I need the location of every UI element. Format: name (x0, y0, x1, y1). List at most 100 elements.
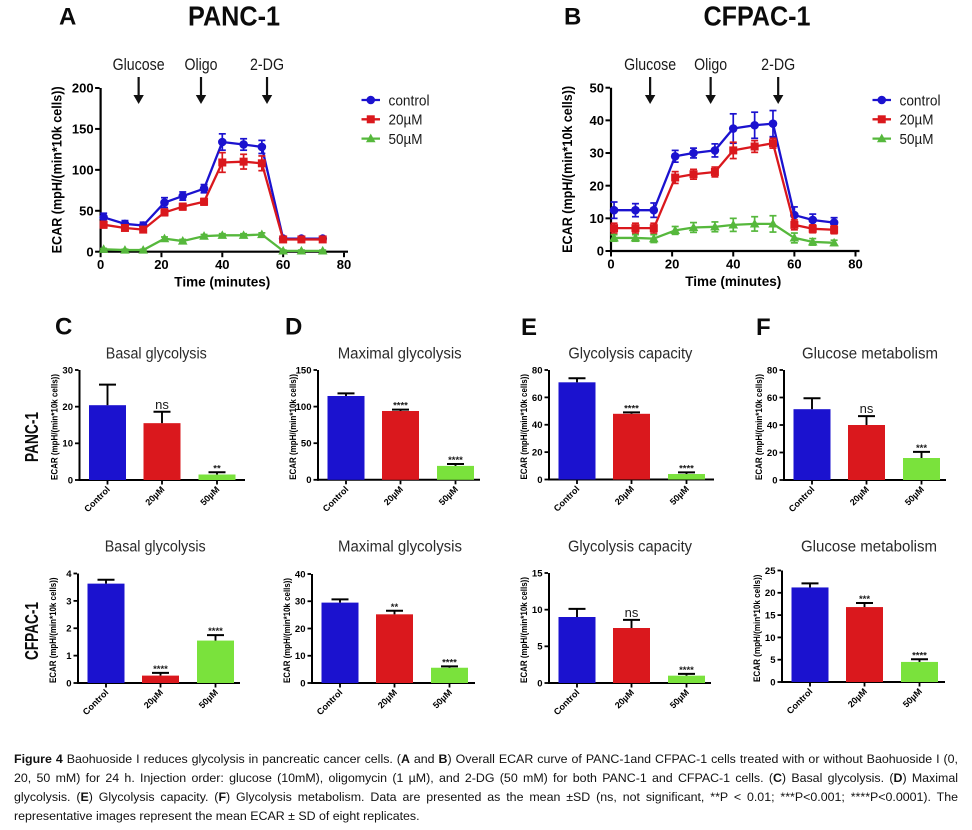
panel-f2-x-category-label: 50µM (901, 686, 924, 709)
panel-b-annotation-glucose-label: Glucose (624, 55, 676, 74)
panel-b-legend-label: 50µM (900, 131, 934, 148)
panel-d1-y-axis-label: ECAR (mpH/(min*10k cells)) (288, 374, 299, 480)
panel-f2-y-tick-label: 5 (770, 655, 776, 666)
panel-f2-y-axis-label: ECAR (mpH/(min*10k cells)) (752, 575, 763, 683)
panel-d2-bar-20m (376, 614, 413, 683)
panel-b-annotation-2dg-label: 2-DG (761, 55, 795, 74)
panel-b-marker-square (768, 139, 777, 148)
panel-a-annotation-2dg-label: 2-DG (250, 55, 284, 74)
chart-title-maximal-panc1: Maximal glycolysis (338, 345, 462, 362)
panel-d2-y-tick-label: 40 (295, 569, 306, 580)
panel-b-marker-square (808, 224, 817, 233)
panel-c1-x-category-label: Control (82, 484, 112, 514)
panel-b-marker-circle (631, 205, 640, 215)
caption-segment: and (409, 752, 439, 766)
panel-d1-x-category-label: 50µM (437, 484, 460, 507)
panel-d2-x-category-label: 20µM (376, 687, 399, 710)
panel-a-marker-circle (160, 198, 169, 207)
panel-b-letter: B (564, 3, 581, 30)
panel-e2-bar-20m (613, 628, 650, 683)
panel-c2-x-category-label: 20µM (142, 687, 165, 710)
panel-e1-y-tick-label: 60 (532, 393, 543, 404)
chart-title-capacity-panc1: Glycolysis capacity (568, 345, 692, 362)
panel-b-annotation-arrow-head (705, 95, 716, 104)
panel-b-marker-circle (689, 148, 698, 158)
panel-a-marker-triangle (317, 245, 328, 255)
panel-a-marker-triangle (199, 231, 209, 240)
panel-c2-y-tick-label: 3 (66, 596, 71, 607)
panel-a-legend-label: control (389, 92, 430, 109)
chart-title-basal-panc1: Basal glycolysis (106, 345, 207, 362)
panel-a-marker-triangle (278, 245, 288, 255)
chart-title-capacity-cfpac1: Glycolysis capacity (568, 538, 692, 555)
panel-b-marker-circle (609, 205, 619, 215)
panel-e2-y-tick-label: 10 (532, 605, 543, 616)
panel-a-marker-square (297, 235, 306, 244)
panel-b-x-axis-label: Time (minutes) (685, 273, 781, 289)
panel-b-x-tick-label: 60 (787, 256, 801, 271)
panel-a-marker-square (200, 197, 209, 206)
panel-c1-bar-control (89, 405, 126, 480)
panel-e1-x-category-label: 50µM (668, 484, 691, 507)
panel-c2-bar-50m (197, 640, 234, 683)
panel-b-series-line-control (614, 122, 835, 224)
panel-a-y-tick-label: 50 (79, 203, 93, 218)
panel-a-marker-circle (178, 191, 188, 201)
panel-b-y-axis-label: ECAR (mpH/(min*10k cells)) (560, 86, 575, 253)
panel-a-marker-square (257, 159, 266, 168)
panel-b-marker-triangle (768, 218, 778, 228)
panel-b-y-tick-label: 10 (590, 211, 604, 226)
panel-a-marker-circle (257, 142, 267, 152)
chart-title-glucose-panc1: Glucose metabolism (802, 345, 938, 362)
panel-b-annotation-arrow-head (772, 95, 784, 104)
panel-b-y-tick-label: 30 (590, 146, 604, 161)
panel-e1-sig-label: **** (679, 463, 694, 474)
panel-a-marker-circle (239, 140, 248, 149)
panel-f1-x-category-label: Control (787, 484, 817, 514)
panel-b-x-tick-label: 0 (607, 256, 614, 271)
panel-c1-y-tick-label: 10 (62, 439, 73, 450)
panel-c2-sig-label: **** (208, 626, 223, 637)
panel-a-x-tick-label: 0 (97, 257, 104, 272)
panel-f2-x-category-label: Control (785, 686, 815, 716)
panel-b-marker-circle (710, 146, 720, 155)
panel-b-marker-circle (750, 120, 759, 130)
panel-a-letter: A (59, 3, 76, 30)
panel-f2-sig-label: **** (912, 650, 927, 661)
panel-b-marker-triangle (789, 232, 800, 242)
panel-c2-bar-control (87, 583, 125, 683)
panel-a-x-tick-label: 20 (154, 257, 168, 272)
panel-e1-y-axis-label: ECAR (mpH/(min*10k cells)) (519, 374, 530, 480)
panel-e1-sig-label: **** (624, 403, 639, 414)
panel-b-marker-square (671, 173, 680, 182)
panel-d2-y-axis-label: ECAR (mpH/(min*10k cells)) (282, 578, 293, 683)
figure-caption: Figure 4 Baohuoside I reduces glycolysis… (14, 750, 958, 826)
panel-e-letter: E (521, 314, 537, 341)
panel-e1-y-tick-label: 40 (532, 420, 543, 431)
panel-c1-sig-label: ** (213, 463, 221, 474)
panel-a-x-tick-label: 40 (215, 257, 229, 272)
caption-bold-segment: F (218, 790, 227, 804)
panel-c1-y-tick-label: 20 (62, 402, 73, 413)
panel-a-marker-square (120, 223, 129, 232)
caption-segment: ) Basal glycolysis. ( (781, 771, 894, 785)
panel-b-marker-circle (728, 124, 738, 133)
chart-title-basal-cfpac1: Basal glycolysis (105, 538, 206, 555)
panel-f2-bar-20m (846, 607, 883, 682)
panel-d2-y-tick-label: 20 (295, 624, 306, 635)
panel-c2-y-tick-label: 0 (66, 678, 71, 689)
panel-b-marker-circle (768, 119, 778, 128)
caption-bold-segment: E (80, 790, 89, 804)
panel-a-legend-marker-square (366, 115, 375, 124)
panel-b-title: CFPAC-1 (704, 1, 811, 32)
panel-e1-bar-20m (613, 413, 650, 480)
caption-bold-segment: Figure 4 (14, 752, 63, 766)
panel-b-marker-triangle (728, 219, 739, 229)
panel-f2-y-tick-label: 20 (765, 588, 776, 599)
panel-c2-y-tick-label: 4 (66, 569, 72, 580)
panel-d2-x-category-label: 50µM (431, 687, 454, 710)
panel-d1-sig-label: **** (393, 401, 408, 412)
panel-c1-x-category-label: 50µM (198, 484, 221, 507)
panel-b-marker-circle (808, 215, 818, 225)
